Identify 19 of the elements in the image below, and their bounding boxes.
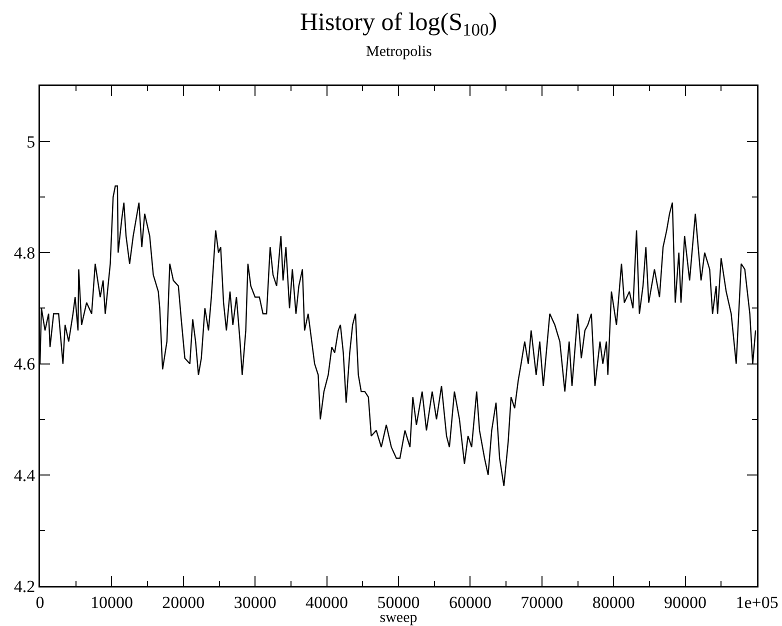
x-tick-label: 80000 — [592, 592, 635, 612]
y-tick-label: 4.8 — [14, 244, 36, 263]
x-tick-label: 50000 — [377, 592, 420, 612]
x-tick-label: 70000 — [520, 592, 564, 612]
x-axis-title: sweep — [380, 610, 418, 626]
x-tick-label: 1e+05 — [736, 592, 778, 612]
x-tick-label: 60000 — [448, 592, 492, 612]
y-tick-label: 4.2 — [14, 576, 36, 596]
x-tick-label: 90000 — [664, 592, 707, 612]
y-tick-label: 4.4 — [14, 466, 36, 485]
x-tick-label: 40000 — [306, 592, 348, 612]
y-tick-label: 4.6 — [14, 354, 36, 374]
x-tick-label: 30000 — [234, 592, 276, 612]
y-tick-label: 5 — [26, 132, 36, 152]
x-tick-label: 20000 — [162, 592, 205, 612]
x-tick-label: 0 — [36, 592, 44, 612]
chart-subtitle: Metropolis — [366, 44, 432, 60]
chart-title: History of log(S$_{100}$) — [300, 9, 498, 40]
x-tick-label: 10000 — [90, 592, 133, 612]
